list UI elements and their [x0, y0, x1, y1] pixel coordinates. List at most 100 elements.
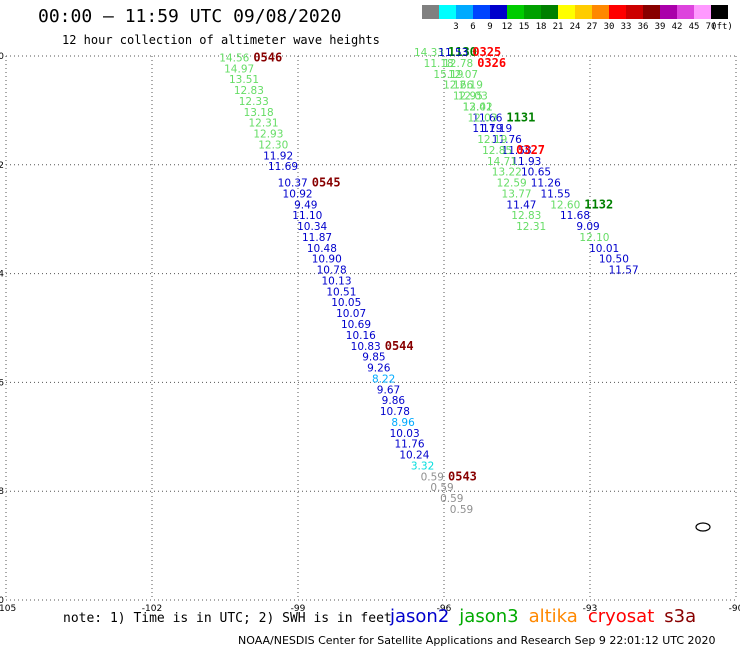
swh-value: 10.37: [278, 178, 308, 190]
page-title: 00:00 – 11:59 UTC 09/08/2020: [38, 6, 342, 27]
legend-swatch: [473, 5, 490, 19]
swh-value: 11.87: [302, 232, 332, 244]
swh-value: 12.78: [443, 58, 473, 70]
swh-value: 11.26: [531, 178, 561, 190]
swh-value: 10.01: [589, 243, 619, 255]
swh-value: 12.83: [234, 85, 264, 97]
track-time-label: 0325: [472, 45, 501, 59]
satellite-s3a: s3a: [664, 606, 697, 627]
swh-value: 10.16: [346, 330, 376, 342]
swh-value: 10.13: [321, 275, 351, 287]
swh-value: 11.58: [502, 145, 532, 157]
legend-unit: (ft): [711, 22, 733, 32]
swh-value: 12.85: [482, 145, 512, 157]
legend-swatch: [643, 5, 660, 19]
lat-tick-label: -68: [0, 487, 4, 497]
track-0325: 11.53 0325: [438, 45, 501, 59]
legend-swatch: [609, 5, 626, 19]
swh-value: 12.31: [248, 118, 278, 130]
legend-label: 15: [518, 22, 530, 32]
swh-value: 8.22: [372, 373, 395, 385]
swh-value: 10.90: [312, 254, 342, 266]
lon-tick-label: -105: [0, 604, 16, 614]
swh-value: 12.03: [467, 112, 497, 124]
swh-value: 15.19: [433, 69, 463, 81]
legend-label: 30: [603, 22, 615, 32]
swh-value: 12.07: [448, 69, 478, 81]
swh-value: 11.79: [472, 123, 502, 135]
lat-tick-label: -70: [0, 596, 4, 606]
satellite-legend: jason2 jason3 altika cryosat s3a: [390, 606, 706, 627]
track-0546: 14.5614.9713.5112.8312.3313.1812.3112.93…: [219, 50, 298, 173]
swh-value: 12.66: [443, 80, 473, 92]
swh-value: 9.09: [576, 221, 599, 233]
legend-label: 27: [586, 22, 598, 32]
legend-label: 42: [671, 22, 683, 32]
satellite-altika: altika: [528, 606, 578, 627]
legend-swatch: [507, 5, 524, 19]
swh-value: 13.22: [492, 167, 522, 179]
swh-value: 10.48: [307, 243, 337, 255]
swh-value: 13.18: [244, 107, 274, 119]
swh-value: 10.24: [399, 450, 429, 462]
swh-value: 13.01: [463, 101, 493, 113]
swh-value: 11.18: [424, 58, 454, 70]
swh-value: 14.71: [487, 156, 517, 168]
legend-swatch: [541, 5, 558, 19]
swh-value: 0.59: [430, 482, 453, 494]
swh-value: 10.65: [521, 167, 551, 179]
lat-tick-label: -62: [0, 161, 4, 171]
legend-label: 21: [552, 22, 564, 32]
legend-swatch: [439, 5, 456, 19]
swh-value: 10.92: [283, 188, 313, 200]
swh-value: 10.78: [317, 265, 347, 277]
swh-value: 11.92: [263, 150, 293, 162]
swh-value: 11.93: [511, 156, 541, 168]
credit-line: NOAA/NESDIS Center for Satellite Applica…: [238, 634, 716, 647]
swh-value: 11.66: [472, 112, 502, 124]
swh-value: 9.49: [294, 199, 317, 211]
swh-value: 9.67: [377, 384, 400, 396]
track-0326: 12.7812.0712.1912.0313.0112.0311.7912.19…: [443, 56, 507, 146]
legend-swatch: [626, 5, 643, 19]
legend-label: 70: [705, 22, 717, 32]
legend-label: 6: [470, 22, 476, 32]
swh-value: 12.33: [239, 96, 269, 108]
track-1131: 11.6611.1911.7611.5811.9310.6511.2611.55…: [472, 110, 570, 200]
axis-labels: -60-62-64-66-68-70-105-102-99-96-93-90: [0, 52, 740, 614]
swh-value: 12.31: [516, 221, 546, 233]
swh-value: 10.83: [351, 341, 381, 353]
legend-swatch: [456, 5, 473, 19]
lon-tick-label: -90: [729, 604, 740, 614]
swh-value: 11.10: [292, 210, 322, 222]
legend-swatch: [575, 5, 592, 19]
swh-value: 14.33: [414, 47, 444, 59]
swh-value: 10.78: [380, 406, 410, 418]
lat-tick-label: -60: [0, 52, 4, 62]
swh-value: 12.42: [463, 101, 493, 113]
swh-value: 11.19: [482, 123, 512, 135]
legend-swatch: [558, 5, 575, 19]
swh-value: 13.77: [502, 188, 532, 200]
lat-tick-label: -66: [0, 378, 4, 388]
track-0544: 10.839.859.268.229.679.8610.788.9610.031…: [351, 339, 435, 473]
swh-value: 14.56: [219, 52, 249, 64]
satellite-jason2: jason2: [390, 606, 450, 627]
legend-label: 45: [688, 22, 700, 32]
swh-value: 12.19: [477, 134, 507, 146]
track-0327: 12.8514.7113.2212.5913.7711.4712.8312.31…: [482, 143, 546, 233]
swh-value: 10.03: [390, 428, 420, 440]
swh-value: 11.57: [609, 265, 639, 277]
swh-value: 0.59: [450, 504, 473, 516]
swh-value: 12.10: [579, 232, 609, 244]
swh-value: 10.50: [599, 254, 629, 266]
swh-value: 11.53: [438, 47, 468, 59]
lat-tick-label: -64: [0, 270, 4, 280]
legend-label: 18: [535, 22, 547, 32]
swh-value: 8.96: [391, 417, 415, 429]
swh-value: 9.85: [362, 352, 385, 364]
legend-swatch: [694, 5, 711, 19]
swh-value: 9.26: [367, 363, 391, 375]
